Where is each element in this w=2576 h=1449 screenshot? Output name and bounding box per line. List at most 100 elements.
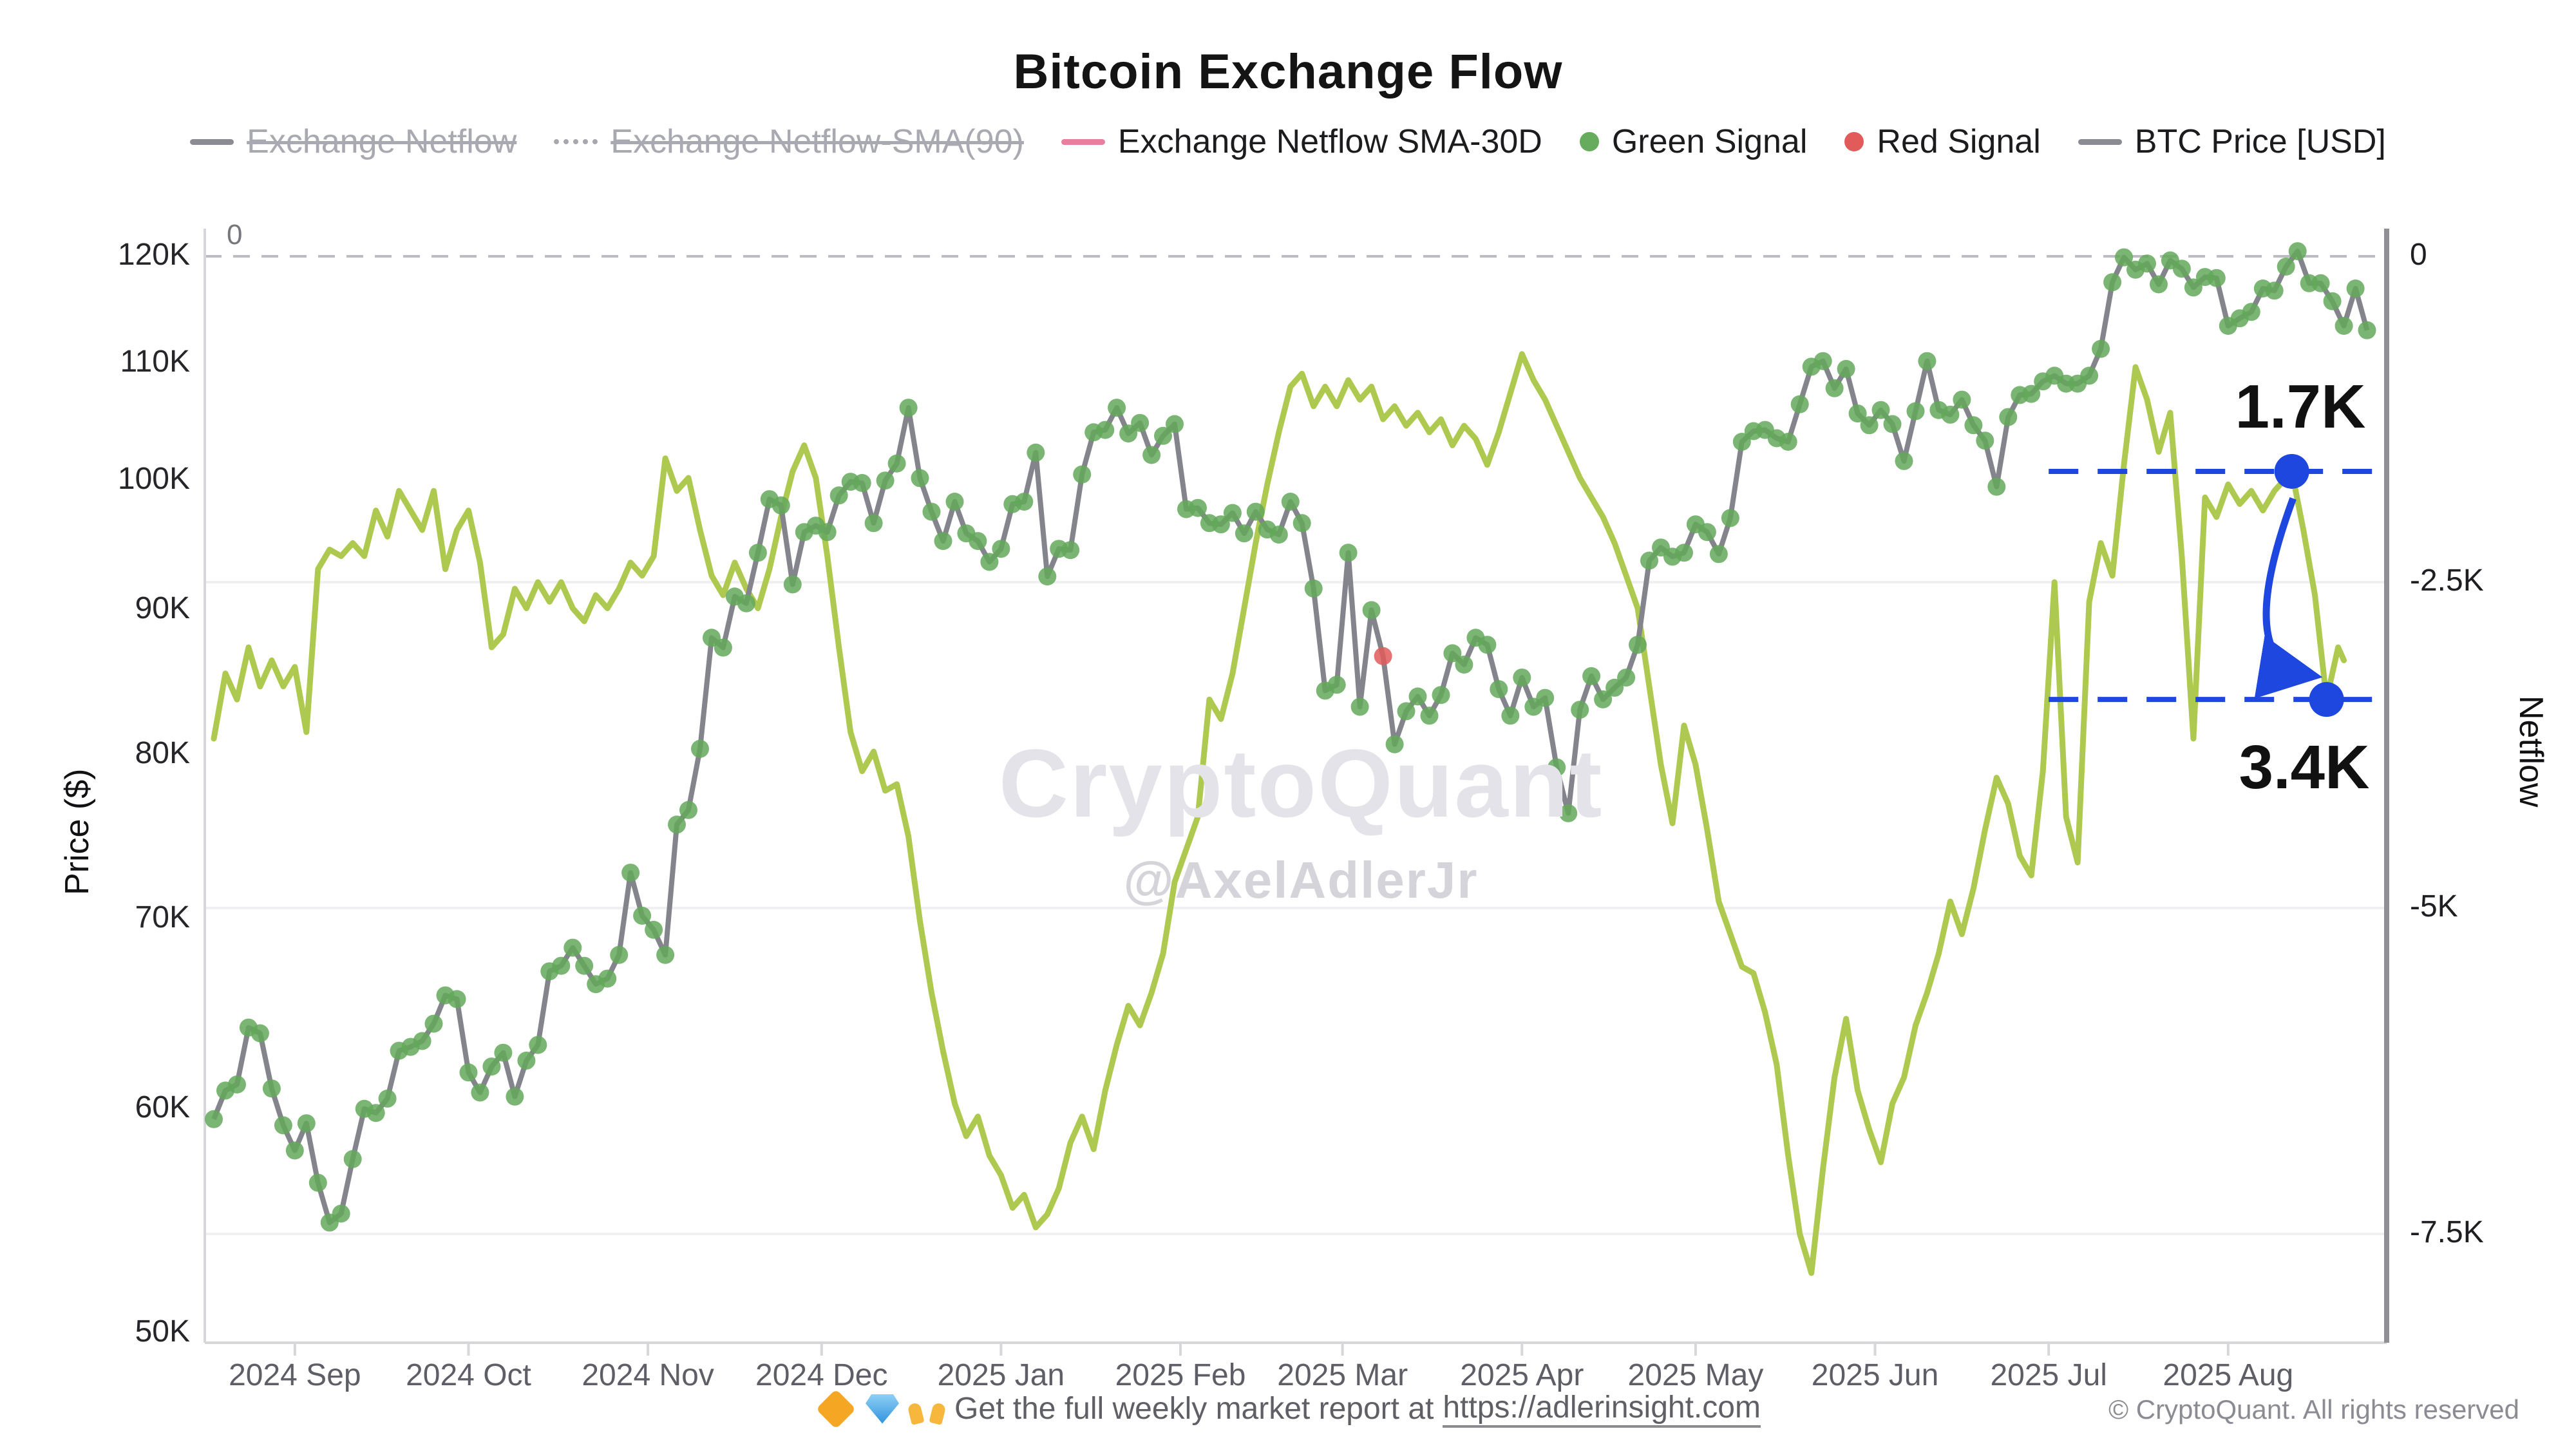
zero-netflow-inline-label: 0	[227, 219, 243, 251]
green-signal-dot	[992, 540, 1010, 558]
green-signal-dot	[1362, 601, 1381, 620]
green-signal-dot	[1166, 415, 1184, 433]
legend-line-marker	[190, 138, 234, 145]
green-signal-dot	[1281, 493, 1300, 511]
legend-item-exchange-netflow-sma-90-[interactable]: Exchange Netflow-SMA(90)	[554, 122, 1024, 161]
green-signal-dot	[829, 486, 848, 505]
green-signal-dot	[934, 532, 952, 551]
green-signal-dot	[1443, 644, 1462, 663]
green-signal-dot	[610, 945, 629, 964]
green-signal-dot	[737, 594, 755, 612]
green-signal-dot	[564, 938, 582, 957]
green-signal-dot	[1501, 706, 1520, 725]
green-signal-dot	[228, 1075, 246, 1094]
legend-item-exchange-netflow-sma-30d[interactable]: Exchange Netflow SMA-30D	[1061, 122, 1542, 161]
green-signal-dot	[517, 1051, 536, 1070]
green-signal-dot	[2092, 339, 2110, 358]
green-signal-dot	[297, 1114, 316, 1133]
green-signal-dot	[1293, 514, 1311, 533]
green-signal-dot	[1871, 401, 1890, 419]
green-signal-dot	[1408, 687, 1427, 706]
green-signal-dot	[1304, 579, 1323, 598]
green-signal-dot	[308, 1173, 327, 1192]
green-signal-dot	[1235, 524, 1253, 543]
green-signal-dot	[529, 1036, 547, 1054]
green-signal-dot	[911, 469, 929, 488]
legend-item-btc-price-usd-[interactable]: BTC Price [USD]	[2078, 122, 2386, 161]
green-signal-dot	[1455, 656, 1473, 674]
green-signal-dot	[899, 399, 918, 417]
month-label-2024-nov: 2024 Nov	[582, 1358, 714, 1392]
green-signal-dot	[1154, 426, 1172, 445]
legend-label: BTC Price [USD]	[2134, 123, 2386, 160]
green-signal-dot	[2022, 384, 2041, 403]
green-signal-dot	[1536, 688, 1555, 707]
green-signal-dot	[366, 1104, 385, 1122]
annotation-dot-1-7k	[2274, 453, 2309, 489]
green-signal-dot	[2103, 273, 2122, 292]
green-signal-dot	[1721, 509, 1739, 527]
green-signal-dot	[2265, 281, 2284, 300]
price-axis-title: Price ($)	[59, 768, 96, 895]
green-signal-dot	[668, 815, 686, 834]
green-signal-dot	[1119, 424, 1138, 443]
green-signal-dot	[274, 1116, 292, 1135]
green-signal-dot	[1385, 735, 1404, 753]
green-signal-dot	[2242, 303, 2260, 321]
annotation-label-3-4k: 3.4K	[2239, 733, 2370, 802]
green-signal-dot	[1895, 451, 1913, 470]
green-signal-dot	[2323, 292, 2342, 310]
green-signal-dot	[262, 1079, 281, 1098]
green-signal-dot	[1594, 690, 1613, 708]
legend-label: Red Signal	[1877, 123, 2041, 160]
legend-item-exchange-netflow[interactable]: Exchange Netflow	[190, 122, 516, 161]
month-label-2025-apr: 2025 Apr	[1460, 1358, 1584, 1392]
green-signal-dot	[1038, 567, 1057, 586]
legend-item-red-signal[interactable]: Red Signal	[1844, 122, 2041, 161]
green-signal-dot	[2346, 279, 2365, 298]
netflow-sma-line	[211, 351, 2347, 1276]
green-signal-dot	[679, 800, 697, 819]
page-title: Bitcoin Exchange Flow	[1013, 44, 1563, 99]
green-signal-dot	[1432, 686, 1450, 705]
green-signal-dot	[864, 514, 883, 533]
green-signal-dot	[343, 1150, 362, 1168]
legend-label: Exchange Netflow SMA-30D	[1117, 123, 1542, 160]
green-signal-dot	[1629, 636, 1647, 654]
green-signal-dot	[575, 956, 594, 975]
green-signal-dot	[1223, 504, 1242, 522]
green-signal-dot	[1397, 702, 1416, 721]
copyright-notice: © CryptoQuant. All rights reserved	[2108, 1394, 2519, 1425]
green-signal-dot	[2184, 278, 2202, 297]
green-signal-dot	[1964, 416, 1983, 435]
legend-line-marker	[1061, 138, 1105, 145]
green-signal-dot	[1814, 352, 1832, 370]
price-tick-100k: 100K	[117, 462, 190, 497]
green-signal-dot	[1350, 697, 1369, 716]
green-signal-dot	[1779, 433, 1797, 451]
green-signal-dot	[1559, 804, 1578, 822]
legend-line-marker	[2078, 138, 2122, 145]
green-signal-dot	[876, 471, 895, 490]
green-signal-dot	[2207, 269, 2226, 287]
green-signal-dot	[2311, 274, 2330, 292]
green-signal-dot	[1675, 544, 1693, 562]
green-signal-dot	[656, 945, 675, 964]
green-signal-dot	[494, 1043, 513, 1062]
green-signal-dot	[1987, 477, 2006, 496]
month-label-2025-may: 2025 May	[1627, 1358, 1764, 1392]
legend-item-green-signal[interactable]: Green Signal	[1579, 122, 1807, 161]
price-tick-60k: 60K	[135, 1090, 190, 1124]
annotation-dot-3-4k	[2309, 682, 2344, 717]
green-signal-dot	[1860, 416, 1879, 435]
green-signal-dot	[1605, 678, 1624, 697]
month-label-2025-jul: 2025 Jul	[1990, 1358, 2107, 1392]
green-signal-dot	[424, 1014, 443, 1033]
report-link[interactable]: https://adlerinsight.com	[1443, 1390, 1761, 1428]
green-signal-dot	[251, 1024, 269, 1043]
green-signal-dot	[1478, 636, 1497, 654]
green-signal-dot	[205, 1110, 223, 1128]
month-label-2025-feb: 2025 Feb	[1115, 1358, 1246, 1392]
green-signal-dot	[2138, 254, 2156, 273]
